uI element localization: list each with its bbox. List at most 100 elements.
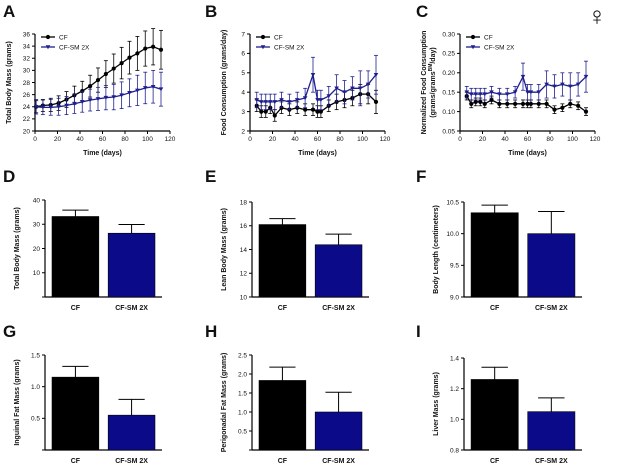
y-tick-label: 24 xyxy=(23,104,31,111)
data-point xyxy=(544,101,549,106)
data-point xyxy=(583,109,589,114)
panel-label: H xyxy=(205,322,217,341)
data-point xyxy=(544,82,549,87)
y-tick-label: 2 xyxy=(241,128,245,135)
data-point xyxy=(263,100,269,105)
data-point xyxy=(259,109,264,114)
bar xyxy=(527,233,576,298)
data-point xyxy=(536,90,542,95)
data-point xyxy=(512,90,518,95)
series-cf-sm-2x xyxy=(33,69,164,116)
y-tick-label: 16 xyxy=(240,223,248,230)
y-axis-label: Lean Body Mass (grams) xyxy=(221,208,228,291)
y-tick-label: 36 xyxy=(23,31,31,38)
x-tick-label: 0 xyxy=(458,136,462,143)
legend-label: CF xyxy=(59,34,68,41)
bar-cf-sm-2x xyxy=(314,233,363,298)
y-tick-label: 20 xyxy=(23,128,31,135)
data-point xyxy=(576,103,581,108)
y-tick-label: 1.2 xyxy=(450,386,459,393)
bar-cf xyxy=(470,204,519,298)
legend-marker xyxy=(470,45,476,50)
category-label: CF xyxy=(278,305,288,312)
legend-label: CF-SM 2X xyxy=(484,44,515,51)
data-point xyxy=(482,92,488,97)
y-tick-label: 4 xyxy=(241,90,245,97)
legend-label: CF xyxy=(274,34,283,41)
data-point xyxy=(287,100,292,105)
data-point xyxy=(513,101,518,106)
legend-item: CF xyxy=(466,34,493,41)
data-point xyxy=(258,100,264,105)
panel-d: D 10 20 30 40 Total Body Mass (grams) CF CF-SM … xyxy=(3,167,162,312)
bar-cf-sm-2x xyxy=(314,391,363,451)
category-label: CF xyxy=(71,458,81,465)
panel-label: F xyxy=(416,167,426,186)
category-label: CF xyxy=(71,305,81,312)
data-point xyxy=(357,86,363,91)
data-point xyxy=(119,93,124,98)
data-point xyxy=(520,101,526,106)
x-tick-label: 40 xyxy=(501,136,509,143)
y-tick-label: 2.5 xyxy=(238,352,247,359)
data-point xyxy=(119,61,124,66)
y-tick-label: 0.10 xyxy=(442,109,455,116)
data-point xyxy=(303,107,308,112)
data-point xyxy=(151,44,156,49)
data-point xyxy=(272,100,278,105)
data-point xyxy=(575,82,581,87)
data-point xyxy=(72,101,77,106)
data-point xyxy=(497,101,502,106)
y-tick-label: 14 xyxy=(240,247,248,254)
data-point xyxy=(103,71,108,77)
data-point xyxy=(40,105,46,110)
data-point xyxy=(79,100,85,105)
female-symbol-icon: ♀ xyxy=(587,1,607,31)
bar-cf xyxy=(51,209,100,298)
y-tick-label: 20 xyxy=(33,246,41,253)
bar-cf-sm-2x xyxy=(107,398,156,451)
x-tick-label: 0 xyxy=(33,136,37,143)
y-tick-label: 0.5 xyxy=(238,428,247,435)
x-tick-label: 80 xyxy=(546,136,554,143)
bar xyxy=(527,411,576,451)
data-point xyxy=(365,82,371,87)
x-tick-label: 120 xyxy=(590,136,601,143)
y-tick-label: 6 xyxy=(241,51,245,58)
data-point xyxy=(150,84,156,89)
data-point xyxy=(478,99,483,104)
y-tick-label: 0.20 xyxy=(442,70,455,77)
data-point xyxy=(583,74,589,79)
data-point xyxy=(267,100,273,105)
legend-marker xyxy=(45,45,51,50)
y-tick-label: 10.0 xyxy=(446,231,459,238)
data-point xyxy=(302,96,308,101)
x-tick-label: 100 xyxy=(567,136,578,143)
bar xyxy=(51,216,100,298)
y-axis-label: Total Body Mass (grams) xyxy=(6,41,13,124)
category-label: CF xyxy=(278,458,288,465)
y-tick-label: 40 xyxy=(33,197,41,204)
data-point xyxy=(525,101,530,106)
data-point xyxy=(88,84,93,89)
x-tick-label: 40 xyxy=(76,136,84,143)
bar xyxy=(107,414,156,451)
x-tick-label: 60 xyxy=(314,136,322,143)
data-point xyxy=(477,92,483,97)
data-point xyxy=(33,104,39,109)
bar xyxy=(258,380,307,451)
data-point xyxy=(469,101,474,106)
y-axis-label-units: (grams/gramsBM/day) xyxy=(428,47,437,117)
data-point xyxy=(505,101,510,106)
y-axis-label: Inguinal Fat Mass (grams) xyxy=(14,359,21,445)
data-point xyxy=(552,84,557,89)
panel-label: I xyxy=(416,322,421,341)
series-cf-sm-2x xyxy=(464,60,589,101)
data-point xyxy=(528,101,533,106)
legend-label: CF-SM 2X xyxy=(59,44,90,51)
y-tick-label: 1.5 xyxy=(31,352,40,359)
data-point xyxy=(520,74,526,79)
data-point xyxy=(568,101,573,106)
panel-f: F 9.0 9.5 10.0 10.5 Body Length (centimeters)… xyxy=(416,167,582,312)
